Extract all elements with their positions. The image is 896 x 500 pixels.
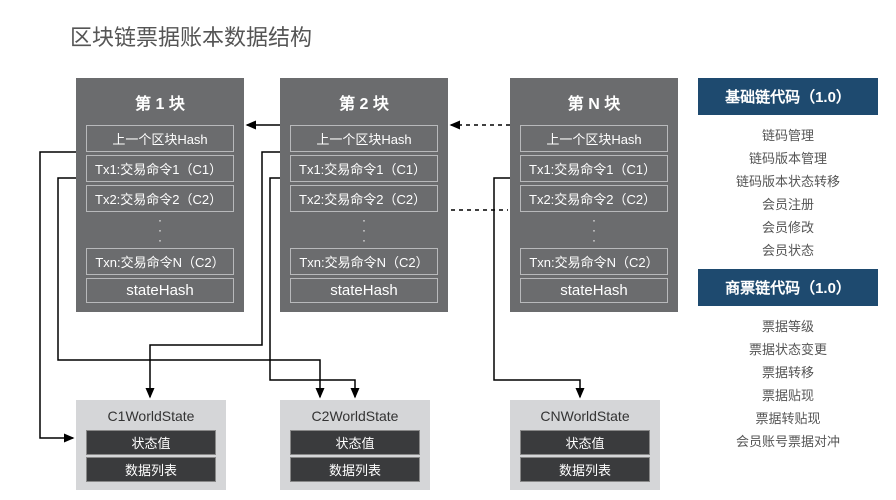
state-hash-row: stateHash <box>290 278 438 303</box>
side-item: 票据转移 <box>698 360 878 383</box>
block-header: 第 N 块 <box>516 84 672 122</box>
world-state-1: C2WorldState状态值数据列表 <box>280 400 430 490</box>
tx-row: Tx1:交易命令1（C1） <box>290 155 438 182</box>
side-item: 会员账号票据对冲 <box>698 429 878 452</box>
side-section-basic: 基础链代码（1.0） 链码管理链码版本管理链码版本状态转移会员注册会员修改会员状… <box>698 78 878 269</box>
side-item: 票据状态变更 <box>698 337 878 360</box>
world-state-row: 状态值 <box>290 430 420 455</box>
ellipsis-dot: · <box>286 235 442 245</box>
txn-row: Txn:交易命令N（C2） <box>86 248 234 275</box>
block-header: 第 1 块 <box>82 84 238 122</box>
side-body-commercial: 票据等级票据状态变更票据转移票据贴现票据转贴现会员账号票据对冲 <box>698 306 878 460</box>
ellipsis-dot: · <box>82 235 238 245</box>
side-item: 链码版本管理 <box>698 146 878 169</box>
state-hash-row: stateHash <box>86 278 234 303</box>
txn-row: Txn:交易命令N（C2） <box>520 248 668 275</box>
tx-row: Tx2:交易命令2（C2） <box>86 185 234 212</box>
world-state-2: CNWorldState状态值数据列表 <box>510 400 660 490</box>
side-item: 会员状态 <box>698 238 878 261</box>
side-body-basic: 链码管理链码版本管理链码版本状态转移会员注册会员修改会员状态 <box>698 115 878 269</box>
side-item: 会员修改 <box>698 215 878 238</box>
world-state-row: 数据列表 <box>86 457 216 482</box>
side-panel: 基础链代码（1.0） 链码管理链码版本管理链码版本状态转移会员注册会员修改会员状… <box>698 78 878 460</box>
tx-row: Tx1:交易命令1（C1） <box>520 155 668 182</box>
tx-row: Tx1:交易命令1（C1） <box>86 155 234 182</box>
block-2: 第 N 块上一个区块Hash Tx1:交易命令1（C1） Tx2:交易命令2（C2）… <box>510 78 678 312</box>
world-state-0: C1WorldState状态值数据列表 <box>76 400 226 490</box>
side-item: 票据转贴现 <box>698 406 878 429</box>
world-state-row: 数据列表 <box>290 457 420 482</box>
ellipsis-dot: · <box>516 235 672 245</box>
tx-row: Tx2:交易命令2（C2） <box>290 185 438 212</box>
side-item: 链码管理 <box>698 123 878 146</box>
world-state-row: 状态值 <box>520 430 650 455</box>
side-header-commercial: 商票链代码（1.0） <box>698 269 878 306</box>
side-section-commercial: 商票链代码（1.0） 票据等级票据状态变更票据转移票据贴现票据转贴现会员账号票据… <box>698 269 878 460</box>
side-item: 票据贴现 <box>698 383 878 406</box>
world-state-row: 数据列表 <box>520 457 650 482</box>
block-header: 第 2 块 <box>286 84 442 122</box>
side-item: 链码版本状态转移 <box>698 169 878 192</box>
prev-hash-row: 上一个区块Hash <box>86 125 234 152</box>
page-title: 区块链票据账本数据结构 <box>70 20 312 52</box>
side-item: 会员注册 <box>698 192 878 215</box>
side-item: 票据等级 <box>698 314 878 337</box>
world-state-header: C1WorldState <box>82 406 220 428</box>
prev-hash-row: 上一个区块Hash <box>520 125 668 152</box>
tx-row: Tx2:交易命令2（C2） <box>520 185 668 212</box>
world-state-header: C2WorldState <box>286 406 424 428</box>
world-state-row: 状态值 <box>86 430 216 455</box>
block-1: 第 2 块上一个区块Hash Tx1:交易命令1（C1） Tx2:交易命令2（C2）… <box>280 78 448 312</box>
block-0: 第 1 块上一个区块Hash Tx1:交易命令1（C1） Tx2:交易命令2（C2）… <box>76 78 244 312</box>
txn-row: Txn:交易命令N（C2） <box>290 248 438 275</box>
state-hash-row: stateHash <box>520 278 668 303</box>
side-header-basic: 基础链代码（1.0） <box>698 78 878 115</box>
prev-hash-row: 上一个区块Hash <box>290 125 438 152</box>
world-state-header: CNWorldState <box>516 406 654 428</box>
